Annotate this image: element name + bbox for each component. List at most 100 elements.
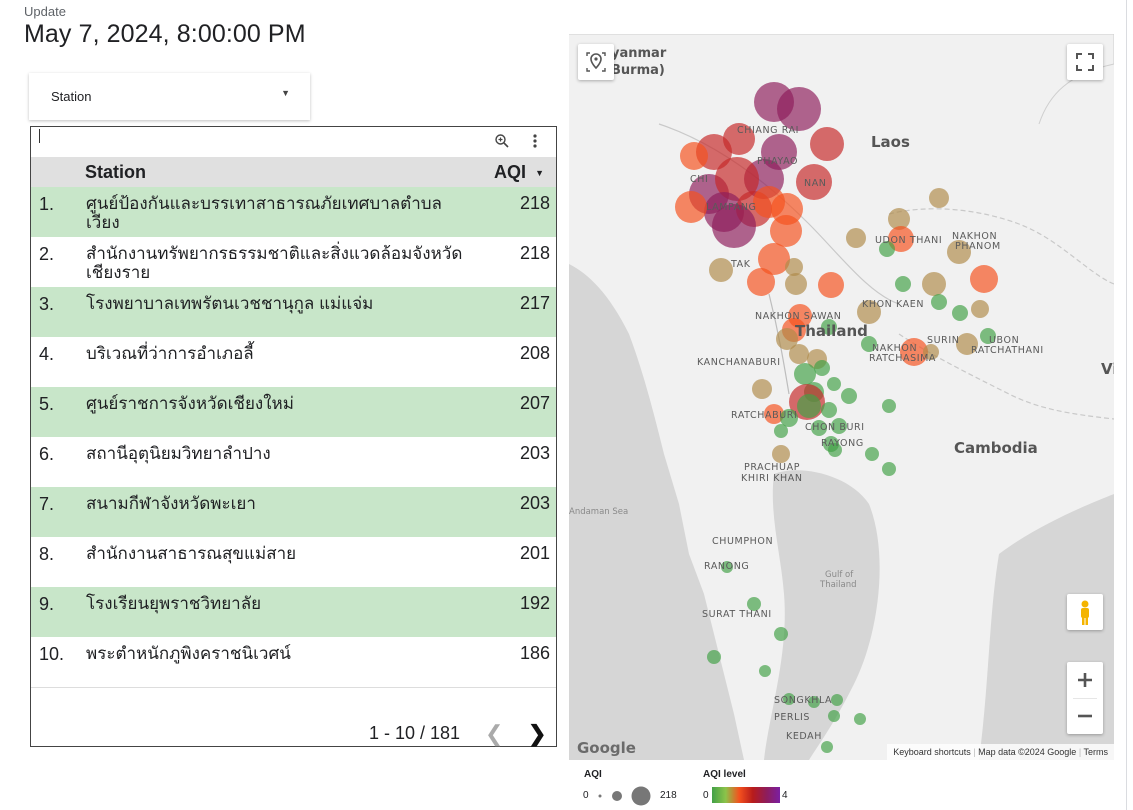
table-row[interactable]: 1. ศูนย์ป้องกันและบรรเทาสาธารณภัยเทศบาลต… xyxy=(31,187,556,237)
row-aqi: 203 xyxy=(519,493,550,513)
aqi-bubble xyxy=(931,294,947,310)
row-station: สำนักงานสาธารณสุขแม่สาย xyxy=(86,544,297,563)
table-row[interactable]: 2. สำนักงานทรัพยากรธรรมชาติและสิ่งแวดล้อ… xyxy=(31,237,556,287)
aqi-bubble xyxy=(759,665,771,677)
pegman-icon[interactable] xyxy=(1067,594,1103,630)
column-header-station[interactable]: Station xyxy=(85,162,146,182)
aqi-bubble xyxy=(971,300,989,318)
text-cursor xyxy=(39,129,40,143)
aqi-bubble xyxy=(956,333,978,355)
aqi-bubble xyxy=(879,241,895,257)
aqi-bubble xyxy=(923,344,939,360)
table-row[interactable]: 7. สนามกีฬาจังหวัดพะเยา 203 xyxy=(31,487,556,537)
row-rank: 1. xyxy=(39,194,55,214)
aqi-bubble xyxy=(821,402,837,418)
aqi-bubble xyxy=(857,300,881,324)
aqi-bubble xyxy=(712,204,756,248)
aqi-bubble xyxy=(841,388,857,404)
plus-icon[interactable] xyxy=(1067,662,1103,698)
aqi-bubble xyxy=(882,462,896,476)
legend-aqi-max: 218 xyxy=(660,790,677,801)
aqi-bubble xyxy=(846,228,866,248)
aqi-bubble-map[interactable]: yanmar Burma) Laos Thailand Cambodia Vi … xyxy=(569,34,1114,760)
legend-level-title: AQI level xyxy=(703,769,746,780)
legend-aqi-title: AQI xyxy=(584,769,602,780)
aqi-bubble xyxy=(772,445,790,463)
map-attribution: Keyboard shortcuts | Map data ©2024 Goog… xyxy=(887,744,1114,760)
aqi-bubble xyxy=(827,377,841,391)
zoom-in-icon[interactable] xyxy=(493,132,511,150)
row-aqi: 192 xyxy=(519,593,550,613)
legend-size-scale xyxy=(598,786,651,806)
aqi-bubble xyxy=(788,304,812,328)
more-vert-icon[interactable] xyxy=(526,132,544,150)
right-divider xyxy=(1126,0,1127,810)
table-row[interactable]: 9. โรงเรียนยุพราชวิทยาลัย 192 xyxy=(31,587,556,637)
aqi-bubble xyxy=(794,363,816,385)
row-aqi: 186 xyxy=(519,643,550,663)
pagination-label: 1 - 10 / 181 xyxy=(369,723,461,743)
table-header: Station AQI ▼ xyxy=(31,157,556,187)
aqi-bubble xyxy=(922,272,946,296)
aqi-bubble xyxy=(882,399,896,413)
table-row[interactable]: 5. ศูนย์ราชการจังหวัดเชียงใหม่ 207 xyxy=(31,387,556,437)
row-rank: 5. xyxy=(39,394,55,414)
row-aqi: 201 xyxy=(519,543,550,563)
aqi-bubble xyxy=(752,379,772,399)
chevron-right-icon[interactable]: ❯ xyxy=(528,721,547,746)
sort-desc-icon[interactable]: ▼ xyxy=(535,168,544,178)
aqi-bubble xyxy=(797,394,821,418)
aqi-bubble xyxy=(758,243,790,275)
aqi-bubble xyxy=(811,420,827,436)
station-filter-dropdown[interactable]: Station ▼ xyxy=(29,73,310,120)
caret-down-icon: ▼ xyxy=(281,88,290,98)
update-timestamp: May 7, 2024, 8:00:00 PM xyxy=(24,20,306,48)
aqi-bubble xyxy=(980,328,996,344)
row-station: โรงเรียนยุพราชวิทยาลัย xyxy=(86,594,262,613)
locate-icon[interactable] xyxy=(578,44,614,80)
row-station: สถานีอุตุนิยมวิทยาลำปาง xyxy=(86,444,271,463)
aqi-bubble xyxy=(770,215,802,247)
aqi-bubble xyxy=(680,142,708,170)
legend-color-gradient xyxy=(712,787,780,803)
legend-level-min: 0 xyxy=(703,790,709,801)
row-aqi: 217 xyxy=(519,293,550,313)
aqi-bubble xyxy=(888,208,910,230)
station-filter-label: Station xyxy=(51,89,92,104)
aqi-bubble xyxy=(764,404,784,424)
row-aqi: 207 xyxy=(519,393,550,413)
row-aqi: 203 xyxy=(519,443,550,463)
aqi-bubble xyxy=(808,696,820,708)
aqi-bubble xyxy=(785,258,803,276)
row-station: พระตำหนักภูพิงคราชนิเวศน์ xyxy=(86,644,291,663)
aqi-bubble xyxy=(895,276,911,292)
terms-link[interactable]: Terms xyxy=(1083,747,1109,757)
column-header-aqi[interactable]: AQI xyxy=(493,162,526,182)
table-row[interactable]: 10. พระตำหนักภูพิงคราชนิเวศน์ 186 xyxy=(31,637,556,688)
keyboard-shortcuts-link[interactable]: Keyboard shortcuts xyxy=(893,747,971,757)
aqi-bubble xyxy=(776,328,798,350)
table-row[interactable]: 4. บริเวณที่ว่าการอำเภอลี้ 208 xyxy=(31,337,556,387)
table-row[interactable]: 3. โรงพยาบาลเทพรัตนเวชชานุกูล แม่แจ่ม 21… xyxy=(31,287,556,337)
minus-icon[interactable] xyxy=(1067,698,1103,734)
row-rank: 4. xyxy=(39,344,55,364)
row-rank: 8. xyxy=(39,544,55,564)
row-aqi: 208 xyxy=(519,343,550,363)
aqi-bubble xyxy=(783,693,795,705)
row-aqi: 218 xyxy=(519,193,550,213)
row-rank: 7. xyxy=(39,494,55,514)
row-station: ศูนย์ป้องกันและบรรเทาสาธารณภัยเทศบาลตำบล… xyxy=(86,194,442,232)
legend-level-max: 4 xyxy=(782,790,788,801)
aqi-bubble xyxy=(810,127,844,161)
aqi-bubble xyxy=(900,338,928,366)
aqi-bubble xyxy=(861,336,877,352)
aqi-bubble xyxy=(865,447,879,461)
chevron-left-icon[interactable]: ❮ xyxy=(485,721,504,746)
table-row[interactable]: 6. สถานีอุตุนิยมวิทยาลำปาง 203 xyxy=(31,437,556,487)
table-row[interactable]: 8. สำนักงานสาธารณสุขแม่สาย 201 xyxy=(31,537,556,587)
aqi-bubble xyxy=(774,424,788,438)
fullscreen-icon[interactable] xyxy=(1067,44,1103,80)
legend-aqi-min: 0 xyxy=(583,790,589,801)
update-label: Update xyxy=(24,4,66,19)
aqi-bubble xyxy=(952,305,968,321)
